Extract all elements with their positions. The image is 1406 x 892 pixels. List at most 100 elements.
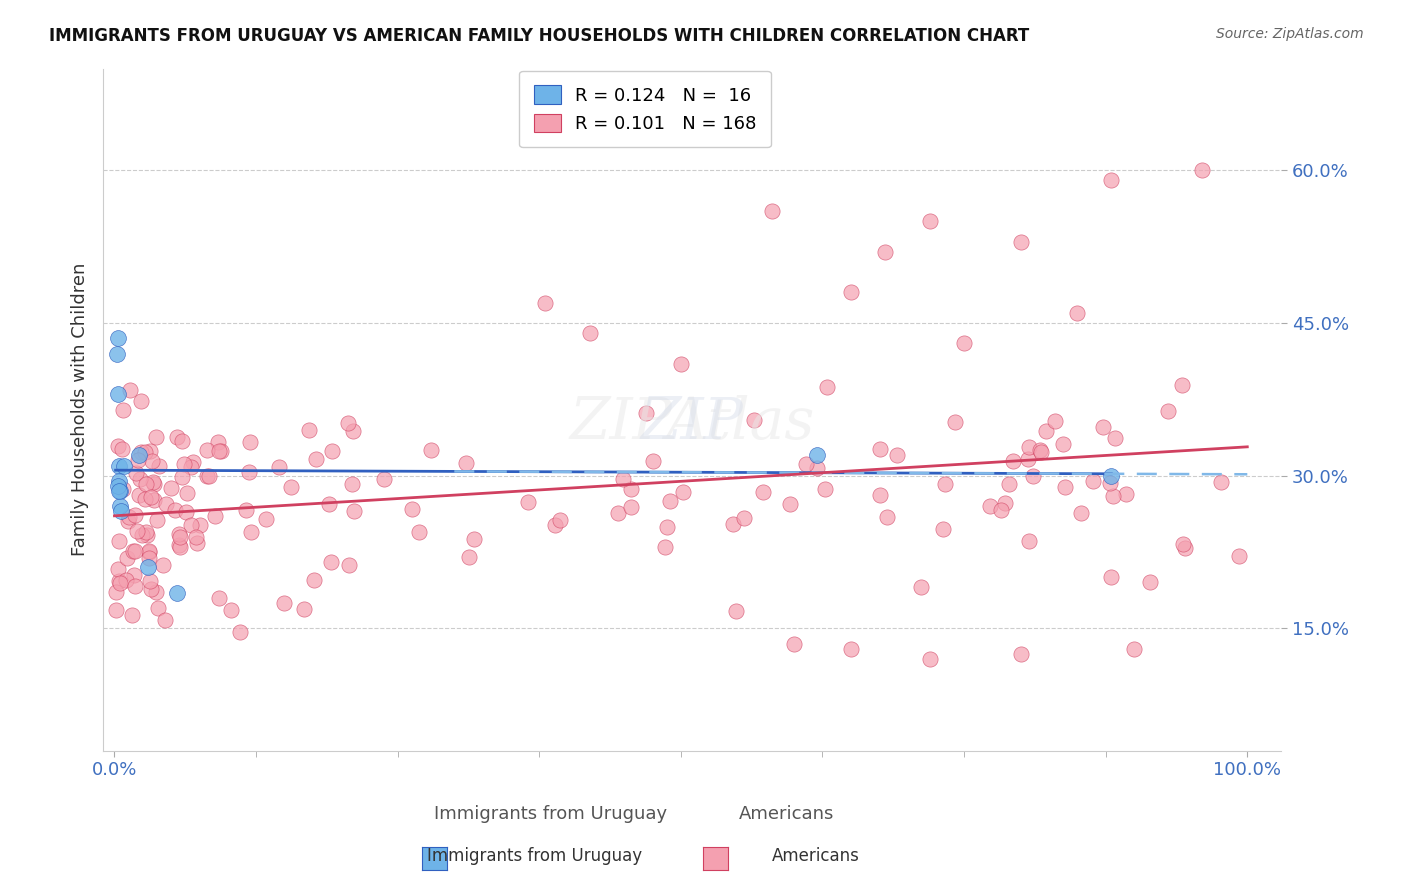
Point [118,384,141,398]
Point [208,591,231,606]
Point [176,486,198,500]
Point [655,520,678,534]
Point [148,600,170,615]
Point [173,457,195,471]
Point [181,455,204,469]
Point [134,444,156,458]
Point [139,443,162,458]
Point [1053,479,1076,493]
Point [121,544,143,558]
Point [184,530,207,544]
Point [997,477,1019,491]
Point [122,568,145,582]
Point [155,497,177,511]
Point [342,504,364,518]
Point [1099,173,1122,187]
Point [373,472,395,486]
Point [108,474,131,488]
Point [1043,414,1066,428]
Text: IMMIGRANTS FROM URUGUAY VS AMERICAN FAMILY HOUSEHOLDS WITH CHILDREN CORRELATION : IMMIGRANTS FROM URUGUAY VS AMERICAN FAMI… [49,27,1029,45]
Point [943,415,966,429]
Point [127,453,149,467]
Point [166,430,188,444]
Point [204,509,226,524]
Point [135,477,157,491]
Point [136,527,159,541]
Point [169,530,191,544]
Point [620,482,643,496]
Point [107,574,129,588]
Point [1171,377,1194,392]
Point [124,579,146,593]
Point [167,527,190,541]
Point [145,585,167,599]
Point [125,466,148,480]
Point [165,503,187,517]
Point [319,555,342,569]
Point [188,517,211,532]
Point [751,485,773,500]
Point [920,214,942,228]
Text: Immigrants from Uruguay: Immigrants from Uruguay [426,847,643,865]
Point [544,518,567,533]
Point [207,434,229,449]
Point [761,204,783,219]
Point [170,434,193,448]
Y-axis label: Family Households with Children: Family Households with Children [72,263,89,557]
Point [280,480,302,494]
Point [1092,419,1115,434]
Point [155,613,177,627]
Point [1066,306,1088,320]
Point [1173,537,1195,551]
Point [742,413,765,427]
Point [672,485,695,500]
Point [636,405,658,419]
Point [141,582,163,597]
Point [105,346,128,360]
Point [292,602,315,616]
Point [723,517,745,532]
Point [1099,570,1122,584]
Point [1010,235,1032,249]
Point [876,510,898,524]
Point [457,549,479,564]
Point [408,525,430,540]
Point [305,452,328,467]
Point [1104,431,1126,445]
Point [606,506,628,520]
Point [620,500,643,515]
Point [121,608,143,623]
Point [548,513,571,527]
Point [724,604,747,618]
Point [134,491,156,506]
Point [1102,490,1125,504]
Point [814,482,837,496]
Point [1174,541,1197,555]
Legend: R = 0.124   N =  16, R = 0.101   N = 168: R = 0.124 N = 16, R = 0.101 N = 168 [519,70,770,147]
Point [1099,468,1122,483]
Point [273,596,295,610]
Point [783,637,806,651]
Point [108,575,131,590]
Point [302,573,325,587]
Point [138,544,160,558]
Point [1029,442,1052,457]
Point [198,469,221,483]
Point [1115,487,1137,501]
Point [839,641,862,656]
Point [994,496,1017,510]
Point [239,524,262,539]
Point [1157,403,1180,417]
Point [796,457,818,471]
Point [107,331,129,345]
Point [117,514,139,528]
Point [112,458,135,473]
Point [169,540,191,554]
Point [138,551,160,566]
Point [108,483,131,498]
Point [337,558,360,572]
Point [124,544,146,558]
Point [209,444,232,458]
Point [420,442,443,457]
Point [516,495,538,509]
